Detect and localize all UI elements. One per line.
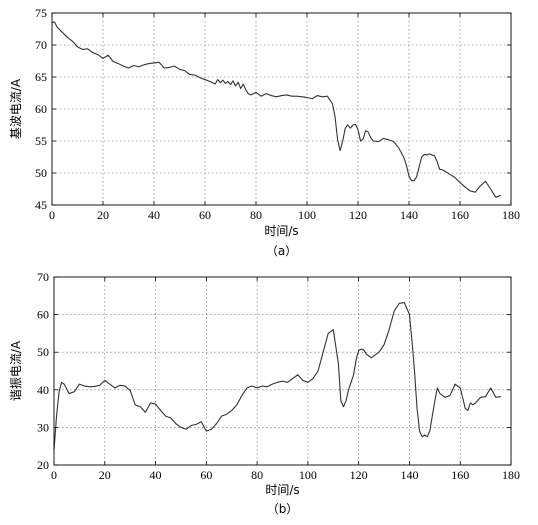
chart-a-y-axis-label: 基波电流/A bbox=[9, 78, 23, 139]
chart-a-x-tick-label: 80 bbox=[250, 208, 262, 222]
chart-b-x-tick-label: 80 bbox=[251, 468, 263, 482]
chart-a-y-tick-label: 65 bbox=[35, 70, 47, 84]
chart-a-y-tick-label: 70 bbox=[35, 38, 47, 52]
chart-a-y-tick-label: 55 bbox=[35, 134, 47, 148]
chart-a-x-tick-label: 100 bbox=[298, 208, 316, 222]
chart-a-y-tick-label: 50 bbox=[35, 166, 47, 180]
chart-b-y-tick-label: 50 bbox=[37, 345, 49, 359]
chart-b-y-tick-label: 40 bbox=[37, 383, 49, 397]
chart-a-series-line bbox=[51, 21, 501, 198]
chart-b-y-tick-label: 70 bbox=[37, 270, 49, 284]
chart-b-grid bbox=[54, 277, 511, 465]
chart-b-x-tick-label: 180 bbox=[502, 468, 520, 482]
chart-a-x-tick-label: 120 bbox=[349, 208, 367, 222]
chart-b-x-axis-label: 时间/s bbox=[265, 483, 299, 497]
chart-a-x-tick-label: 180 bbox=[502, 208, 520, 222]
chart-a: 0 20 40 60 80 100 120 140 160 180 45 50 55 60 65 70 75 时… bbox=[9, 6, 520, 258]
chart-b-x-tick-label: 120 bbox=[350, 468, 368, 482]
chart-a-x-tick-label: 20 bbox=[97, 208, 109, 222]
chart-a-caption: （a） bbox=[266, 244, 297, 258]
chart-b-x-tick-label: 100 bbox=[299, 468, 317, 482]
chart-b-y-axis-label: 谐振电流/A bbox=[9, 340, 23, 401]
chart-b-y-tick-label: 30 bbox=[37, 420, 49, 434]
chart-a-y-tick-label: 45 bbox=[35, 198, 47, 212]
chart-a-x-tick-label: 40 bbox=[148, 208, 160, 222]
chart-b-x-tick-label: 160 bbox=[451, 468, 469, 482]
chart-a-x-tick-label: 60 bbox=[199, 208, 211, 222]
chart-b-x-tick-label: 60 bbox=[200, 468, 212, 482]
chart-a-x-tick-label: 0 bbox=[49, 208, 55, 222]
chart-b-x-tick-label: 20 bbox=[99, 468, 111, 482]
chart-b-x-tick-label: 40 bbox=[150, 468, 162, 482]
chart-a-x-axis-label: 时间/s bbox=[264, 224, 298, 238]
chart-a-y-tick-label: 75 bbox=[35, 6, 47, 20]
chart-a-ticks: 0 20 40 60 80 100 120 140 160 180 45 50 55 60 65 70 75 bbox=[35, 6, 520, 222]
chart-a-y-tick-label: 60 bbox=[35, 102, 47, 116]
chart-a-x-tick-label: 160 bbox=[451, 208, 469, 222]
chart-b-series-line bbox=[53, 302, 501, 451]
chart-a-x-tick-label: 140 bbox=[400, 208, 418, 222]
chart-b-x-tick-label: 0 bbox=[51, 468, 57, 482]
chart-b-y-tick-label: 60 bbox=[37, 308, 49, 322]
chart-b-y-tick-label: 20 bbox=[37, 458, 49, 472]
chart-a-grid bbox=[52, 13, 511, 205]
chart-b-x-tick-label: 140 bbox=[400, 468, 418, 482]
chart-b-axes-frame bbox=[53, 276, 512, 466]
chart-b-caption: （b） bbox=[267, 502, 299, 516]
